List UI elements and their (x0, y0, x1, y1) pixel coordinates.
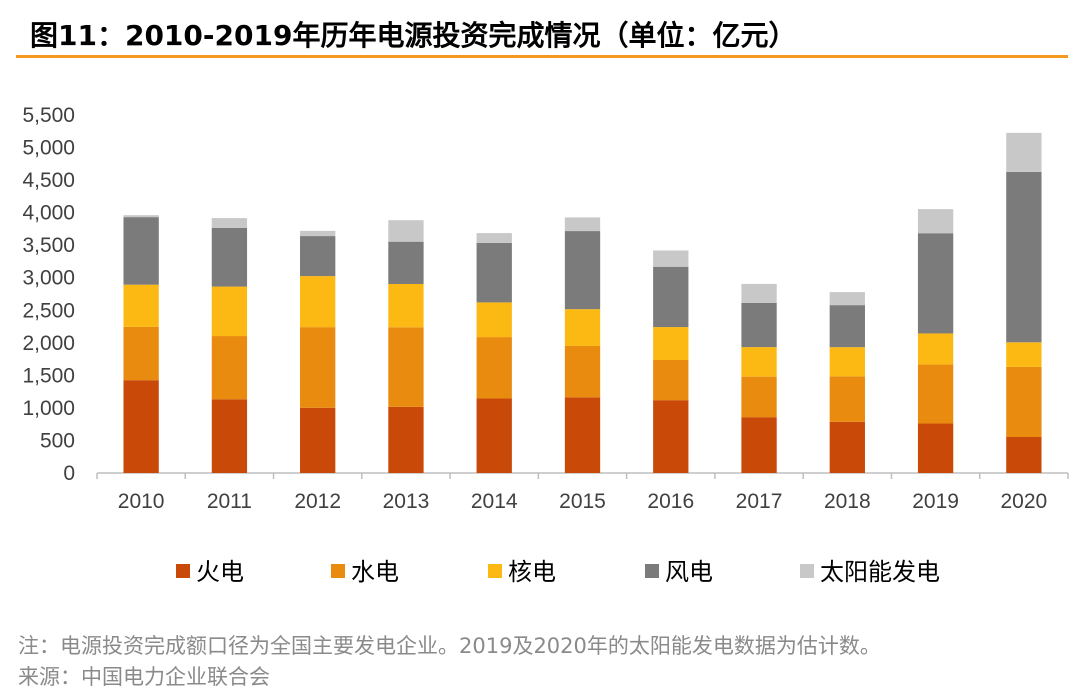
bar-segment-2016-4 (653, 250, 689, 267)
bar-segment-2017-0 (741, 417, 777, 473)
bar-segment-2020-2 (1006, 342, 1042, 367)
bar-segment-2011-4 (211, 218, 248, 228)
bar-segment-2018-3 (829, 305, 865, 348)
bar-segment-2012-0 (300, 407, 336, 473)
legend-label: 水电 (351, 558, 399, 586)
bar-segment-2017-2 (741, 347, 777, 377)
bar-segment-2018-2 (829, 347, 865, 377)
bar-segment-2015-0 (564, 397, 601, 473)
title-divider (16, 55, 1068, 58)
bar-segment-2011-0 (211, 399, 248, 473)
bar-segment-2020-1 (1006, 366, 1042, 437)
title-bar: 图11：2010-2019年历年电源投资完成情况（单位：亿元） (16, 6, 1068, 58)
bar-segment-2017-1 (741, 376, 777, 418)
bar-segment-2014-1 (476, 337, 512, 399)
y-tick-label: 2,000 (22, 332, 75, 355)
bar-segment-2016-0 (653, 400, 689, 473)
bar-segment-2015-1 (564, 345, 601, 398)
y-tick-label: 4,500 (22, 169, 75, 192)
x-tick-label: 2015 (559, 490, 606, 513)
x-tick-label: 2016 (647, 490, 694, 513)
bars (123, 132, 1042, 473)
y-axis: 0 500 1,000 1,500 2,000 2,500 3,000 3,500 4,000 4… (22, 104, 75, 485)
legend-swatch (488, 564, 502, 578)
x-tick-label: 2017 (736, 490, 783, 513)
bar-segment-2012-1 (300, 327, 336, 408)
bar-segment-2014-0 (476, 398, 512, 473)
legend: 火电 水电 核电 风电 太阳能发电 (176, 558, 940, 586)
bar-segment-2020-3 (1006, 171, 1042, 343)
bar-segment-2010-2 (123, 284, 159, 327)
legend-swatch (645, 564, 659, 578)
legend-label: 火电 (196, 558, 244, 586)
x-tick-label: 2020 (1001, 490, 1048, 513)
legend-label: 核电 (508, 558, 556, 586)
y-tick-label: 5,000 (22, 137, 75, 160)
bar-segment-2019-4 (917, 209, 954, 234)
bar-segment-2011-3 (211, 227, 248, 287)
bar-segment-2018-1 (829, 376, 865, 422)
legend-swatch (800, 564, 814, 578)
bar-segment-2014-3 (476, 242, 512, 303)
bar-segment-2017-4 (741, 283, 777, 303)
x-tick-label: 2010 (118, 490, 165, 513)
y-tick-label: 1,000 (22, 397, 75, 420)
x-tick-label: 2014 (471, 490, 518, 513)
bar-segment-2018-4 (829, 292, 865, 306)
bar-segment-2016-2 (653, 327, 689, 361)
bar-segment-2010-1 (123, 326, 159, 381)
y-tick-label: 1,500 (22, 364, 75, 387)
bar-segment-2012-4 (300, 230, 336, 237)
bar-segment-2012-3 (300, 236, 336, 277)
bar-segment-2018-0 (829, 421, 865, 473)
bar-segment-2012-2 (300, 276, 336, 328)
y-tick-label: 3,000 (22, 267, 75, 290)
bar-segment-2015-2 (564, 309, 601, 346)
y-tick-label: 2,500 (22, 299, 75, 322)
bar-segment-2013-2 (388, 283, 424, 328)
bar-segment-2014-2 (476, 302, 512, 338)
x-axis: 2010 2011 2012 2013 2014 2015 2016 2017 2018 2019… (96, 472, 1069, 513)
bar-segment-2020-4 (1006, 132, 1042, 172)
bar-segment-2014-4 (476, 233, 512, 243)
x-tick-label: 2018 (824, 490, 871, 513)
bar-segment-2013-0 (388, 406, 424, 473)
bar-segment-2015-3 (564, 231, 601, 310)
source-note: 来源：中国电力企业联合会 (18, 665, 270, 689)
legend-swatch (331, 564, 345, 578)
bar-segment-2020-0 (1006, 437, 1042, 473)
legend-label: 风电 (665, 558, 713, 586)
bar-segment-2019-2 (917, 333, 954, 365)
bar-segment-2013-1 (388, 327, 424, 407)
bar-segment-2015-4 (564, 217, 601, 232)
x-tick-label: 2011 (207, 490, 252, 513)
y-tick-label: 3,500 (22, 234, 75, 257)
y-tick-label: 4,000 (22, 202, 75, 225)
bar-segment-2013-3 (388, 241, 424, 284)
bar-segment-2010-4 (123, 215, 159, 218)
x-tick-label: 2012 (294, 490, 341, 513)
x-tick-label: 2019 (912, 490, 959, 513)
bar-segment-2016-1 (653, 360, 689, 401)
legend-swatch (176, 564, 190, 578)
x-tick-label: 2013 (383, 490, 430, 513)
bar-segment-2019-3 (917, 233, 954, 334)
bar-segment-2017-3 (741, 302, 777, 348)
y-tick-label: 5,500 (22, 104, 75, 127)
bar-segment-2019-0 (917, 423, 954, 473)
legend-label: 太阳能发电 (820, 558, 940, 586)
bar-segment-2016-3 (653, 266, 689, 328)
bar-segment-2011-2 (211, 286, 248, 337)
bar-segment-2011-1 (211, 336, 248, 400)
y-tick-label: 0 (63, 462, 75, 485)
footnote: 注：电源投资完成额口径为全国主要发电企业。2019及2020年的太阳能发电数据为… (18, 634, 881, 658)
y-tick-label: 500 (40, 429, 75, 452)
bar-segment-2013-4 (388, 220, 424, 242)
bar-segment-2010-0 (123, 380, 159, 473)
bar-segment-2019-1 (917, 364, 954, 424)
bar-segment-2010-3 (123, 217, 159, 285)
page-title: 图11：2010-2019年历年电源投资完成情况（单位：亿元） (30, 19, 797, 52)
